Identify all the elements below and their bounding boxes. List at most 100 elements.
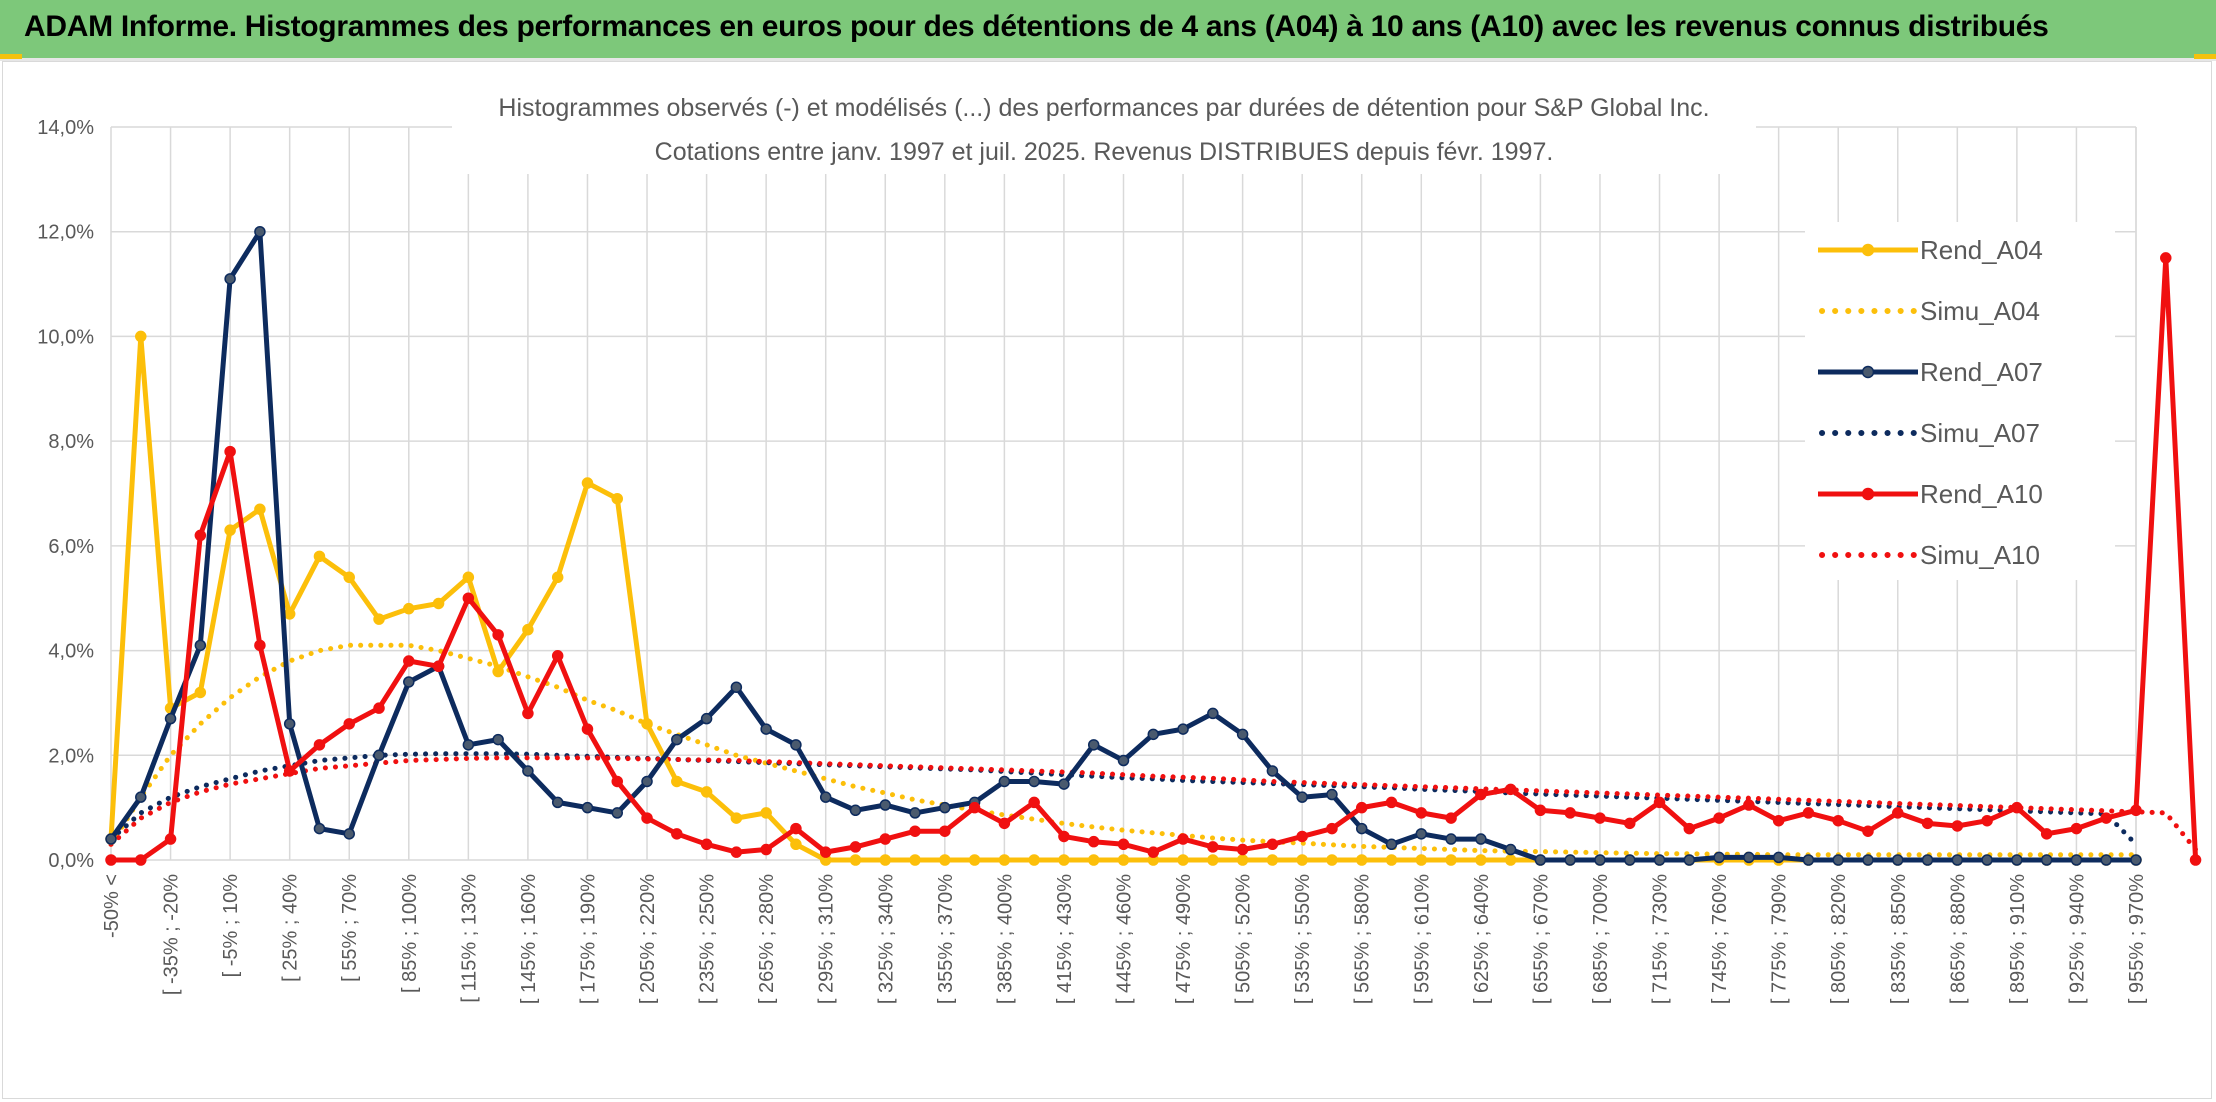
data-point (1683, 822, 1696, 835)
data-point (283, 608, 296, 620)
y-tick-label: 8,0% (48, 431, 94, 453)
data-point (522, 707, 534, 720)
data-point (2189, 854, 2202, 866)
legend-item-rend-a04: Rend_A04 (1818, 235, 2043, 265)
x-tick-label: -50% < (101, 874, 123, 938)
data-point (760, 807, 772, 819)
data-point (998, 854, 1011, 866)
data-point (939, 854, 951, 866)
data-point (1802, 854, 1815, 866)
banner-accent-right (2194, 54, 2216, 59)
data-point (1326, 822, 1338, 835)
x-tick-label: [ 355% ; 370% (935, 874, 957, 1004)
data-point (700, 786, 713, 798)
data-point (790, 822, 802, 835)
x-tick-label: [ 295% ; 310% (816, 874, 838, 1004)
data-point (700, 712, 713, 725)
data-point (135, 854, 147, 866)
series-line-simu-a07 (108, 751, 2139, 847)
data-point (283, 765, 296, 777)
data-point (254, 225, 266, 238)
data-point (1266, 854, 1279, 866)
chart-title: Histogrammes observés (-) et modélisés (… (498, 94, 1709, 122)
data-point (1087, 739, 1100, 751)
data-point (1147, 728, 1160, 741)
data-point (1594, 812, 1606, 824)
x-tick-label: [ 175% ; 190% (577, 874, 599, 1004)
data-point (611, 807, 623, 819)
series-rend-a10 (105, 252, 2202, 866)
x-tick-label: [ 505% ; 520% (1233, 874, 1255, 1004)
data-point (581, 801, 594, 814)
chart-legend: Rend_A04 Simu_A04 Rend_A07 Simu_A07 Rend_A10… (1805, 222, 2115, 580)
data-point (1087, 835, 1100, 848)
data-point (551, 796, 564, 809)
legend-item-rend-a07: Rend_A07 (1818, 357, 2043, 387)
data-point (1207, 841, 1219, 853)
data-point (2100, 854, 2112, 866)
data-point (105, 833, 117, 845)
data-point (343, 718, 355, 730)
data-point (1266, 765, 1279, 777)
data-point (968, 854, 981, 866)
data-point (1564, 807, 1576, 819)
x-axis: -50% < [ -35% ; -20% [ -5% ; 10% [ 25% ; 40… (101, 874, 2148, 1004)
data-point (1475, 788, 1487, 801)
data-point (254, 503, 266, 515)
data-point (1653, 796, 1666, 809)
legend-label: Rend_A10 (1920, 479, 2043, 509)
data-point (343, 571, 355, 584)
data-point (2130, 804, 2142, 817)
data-point (105, 854, 117, 866)
data-point (1921, 817, 1934, 830)
data-point (492, 733, 504, 746)
data-point (1415, 807, 1428, 819)
report-banner: ADAM Informe. Histogrammes des performan… (0, 0, 2216, 61)
data-point (313, 822, 326, 835)
data-point (581, 477, 594, 489)
data-point (1177, 854, 1189, 866)
x-tick-label: [ 595% ; 610% (1411, 874, 1433, 1004)
data-point (1385, 838, 1398, 851)
legend-label: Simu_A10 (1920, 540, 2040, 570)
series-simu-a07 (108, 751, 2139, 847)
x-tick-label: [ -35% ; -20% (161, 874, 183, 995)
x-tick-label: [ 955% ; 970% (2126, 874, 2148, 1004)
data-point (1236, 854, 1249, 866)
x-tick-label: [ 145% ; 160% (518, 874, 540, 1004)
legend-label: Simu_A04 (1920, 296, 2040, 326)
data-point (1028, 854, 1040, 866)
series-line-simu-a10 (108, 755, 2199, 852)
x-tick-label: [ 535% ; 550% (1292, 874, 1314, 1004)
data-point (522, 765, 534, 777)
x-tick-label: [ 325% ; 340% (875, 874, 897, 1004)
banner-accent-left (0, 54, 22, 59)
data-point (2040, 854, 2053, 866)
data-point (849, 804, 862, 817)
data-point (462, 592, 475, 604)
data-point (2160, 252, 2172, 264)
data-point (2130, 854, 2142, 866)
data-point (1028, 775, 1040, 788)
data-point (1355, 801, 1368, 814)
data-point (1266, 838, 1279, 851)
data-point (581, 723, 594, 735)
data-point (819, 791, 832, 803)
series-simu-a04 (108, 642, 2139, 858)
x-tick-label: [ 235% ; 250% (697, 874, 719, 1004)
data-point (1683, 854, 1696, 866)
data-point (164, 712, 177, 725)
data-point (1772, 851, 1785, 864)
data-point (373, 749, 385, 762)
data-point (194, 529, 207, 542)
legend-marker (1861, 365, 1875, 379)
series-line-simu-a04 (108, 642, 2139, 858)
data-point (135, 330, 147, 343)
data-point (462, 571, 475, 584)
data-point (492, 629, 504, 641)
data-point (879, 854, 892, 866)
data-point (1207, 854, 1219, 866)
y-tick-label: 10,0% (37, 326, 94, 348)
data-point (1504, 843, 1517, 856)
legend-item-simu-a04: Simu_A04 (1819, 296, 2040, 326)
